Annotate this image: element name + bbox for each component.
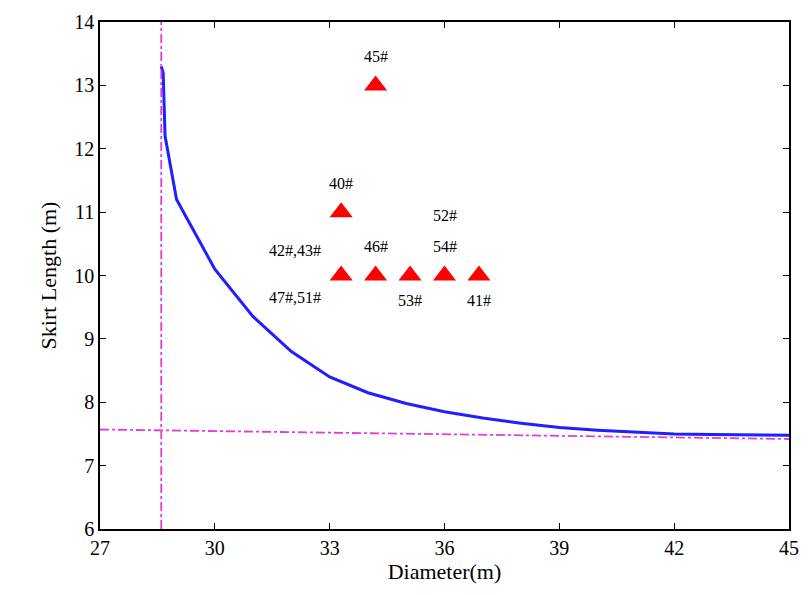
svg-text:11: 11	[75, 201, 94, 223]
svg-text:40#: 40#	[329, 175, 353, 192]
svg-text:Skirt Length (m): Skirt Length (m)	[36, 202, 61, 350]
svg-text:46#: 46#	[364, 238, 388, 255]
svg-text:52#: 52#	[433, 207, 457, 224]
svg-text:10: 10	[74, 265, 94, 287]
svg-text:30: 30	[205, 537, 225, 559]
svg-text:36: 36	[435, 537, 455, 559]
svg-text:6: 6	[84, 518, 94, 540]
svg-text:45#: 45#	[364, 48, 388, 65]
svg-text:27: 27	[90, 537, 110, 559]
svg-text:12: 12	[74, 138, 94, 160]
svg-text:41#: 41#	[467, 292, 491, 309]
svg-text:39: 39	[549, 537, 569, 559]
svg-text:53#: 53#	[398, 292, 422, 309]
svg-text:42#,43#: 42#,43#	[269, 242, 321, 259]
svg-text:47#,51#: 47#,51#	[269, 289, 321, 306]
svg-text:13: 13	[74, 74, 94, 96]
svg-text:8: 8	[84, 391, 94, 413]
svg-text:45: 45	[779, 537, 799, 559]
svg-text:9: 9	[84, 328, 94, 350]
svg-text:33: 33	[320, 537, 340, 559]
svg-text:54#: 54#	[433, 238, 457, 255]
svg-text:42: 42	[664, 537, 684, 559]
svg-text:Diameter(m): Diameter(m)	[388, 559, 502, 584]
svg-text:14: 14	[74, 11, 94, 33]
svg-text:7: 7	[84, 455, 94, 477]
